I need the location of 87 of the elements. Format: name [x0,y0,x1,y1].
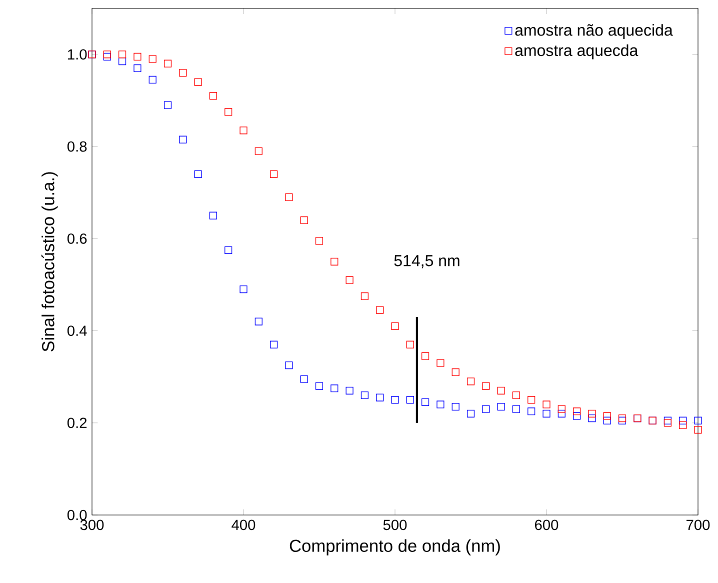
point [209,212,218,220]
point [452,368,460,376]
point [694,416,702,424]
point [603,412,611,420]
point [603,416,611,424]
point [588,414,596,422]
point [482,382,490,390]
point [679,421,687,429]
point [664,419,672,427]
x-axis-title: Comprimento de onda (nm) [290,539,500,556]
point [391,396,399,404]
point [406,340,414,348]
point [694,426,702,434]
point [422,352,430,360]
point [330,258,338,266]
point [376,306,384,314]
y-tick-label: 0.0 [67,510,87,520]
y-tick-label: 0.4 [67,326,87,336]
point [391,322,399,330]
x-tick-label: 500 [383,520,407,530]
point [497,402,505,411]
point [224,246,232,254]
point [179,69,187,77]
point [542,410,550,418]
point [270,340,278,348]
point [452,402,460,411]
x-tick-label: 400 [232,520,256,530]
point [512,391,520,400]
point [254,318,262,326]
y-tick-label: 0.6 [67,233,87,244]
point [118,50,126,58]
y-tick-label: 0.8 [67,141,87,152]
point [148,76,156,84]
point [512,405,520,413]
point [679,416,687,424]
point [588,410,596,418]
point [558,410,566,418]
point [270,170,278,178]
legend-label: amostra não aquecida [515,24,673,39]
point [360,391,369,400]
point [436,359,444,367]
point [300,216,308,224]
point [542,400,550,408]
point [436,400,444,408]
point [164,60,172,68]
point [224,108,232,116]
point [406,396,414,404]
point [194,170,202,178]
point [240,126,248,134]
point [194,78,202,86]
annotation: 514,5 nm [394,255,460,268]
y-axis-title: Sinal fotoacústico (u.a.) [41,172,58,352]
point [573,412,581,420]
point [300,375,308,383]
point [285,193,293,201]
point [466,378,475,386]
point [466,410,475,418]
point [528,408,536,416]
point [315,382,324,390]
point [179,136,187,144]
point [346,386,354,394]
point [422,398,430,406]
point [528,396,536,404]
legend-label: amostra aquecda [515,44,638,60]
point [209,92,218,100]
point [482,405,490,413]
point [134,64,142,72]
point [285,362,293,370]
point [497,386,505,394]
point [558,405,566,413]
point [330,384,338,392]
point [573,408,581,416]
point [315,237,324,245]
point [134,52,142,60]
point [618,414,626,422]
x-tick-label: 300 [80,520,104,530]
point [360,292,369,300]
y-tick-label: 0.2 [67,418,87,428]
point [148,55,156,63]
point [346,276,354,284]
x-tick-label: 600 [535,520,558,530]
point [376,394,384,402]
point [254,147,262,155]
point [164,101,172,109]
y-tick-label: 1.0 [68,49,87,60]
x-tick-label: 700 [686,520,710,530]
point [240,286,248,294]
